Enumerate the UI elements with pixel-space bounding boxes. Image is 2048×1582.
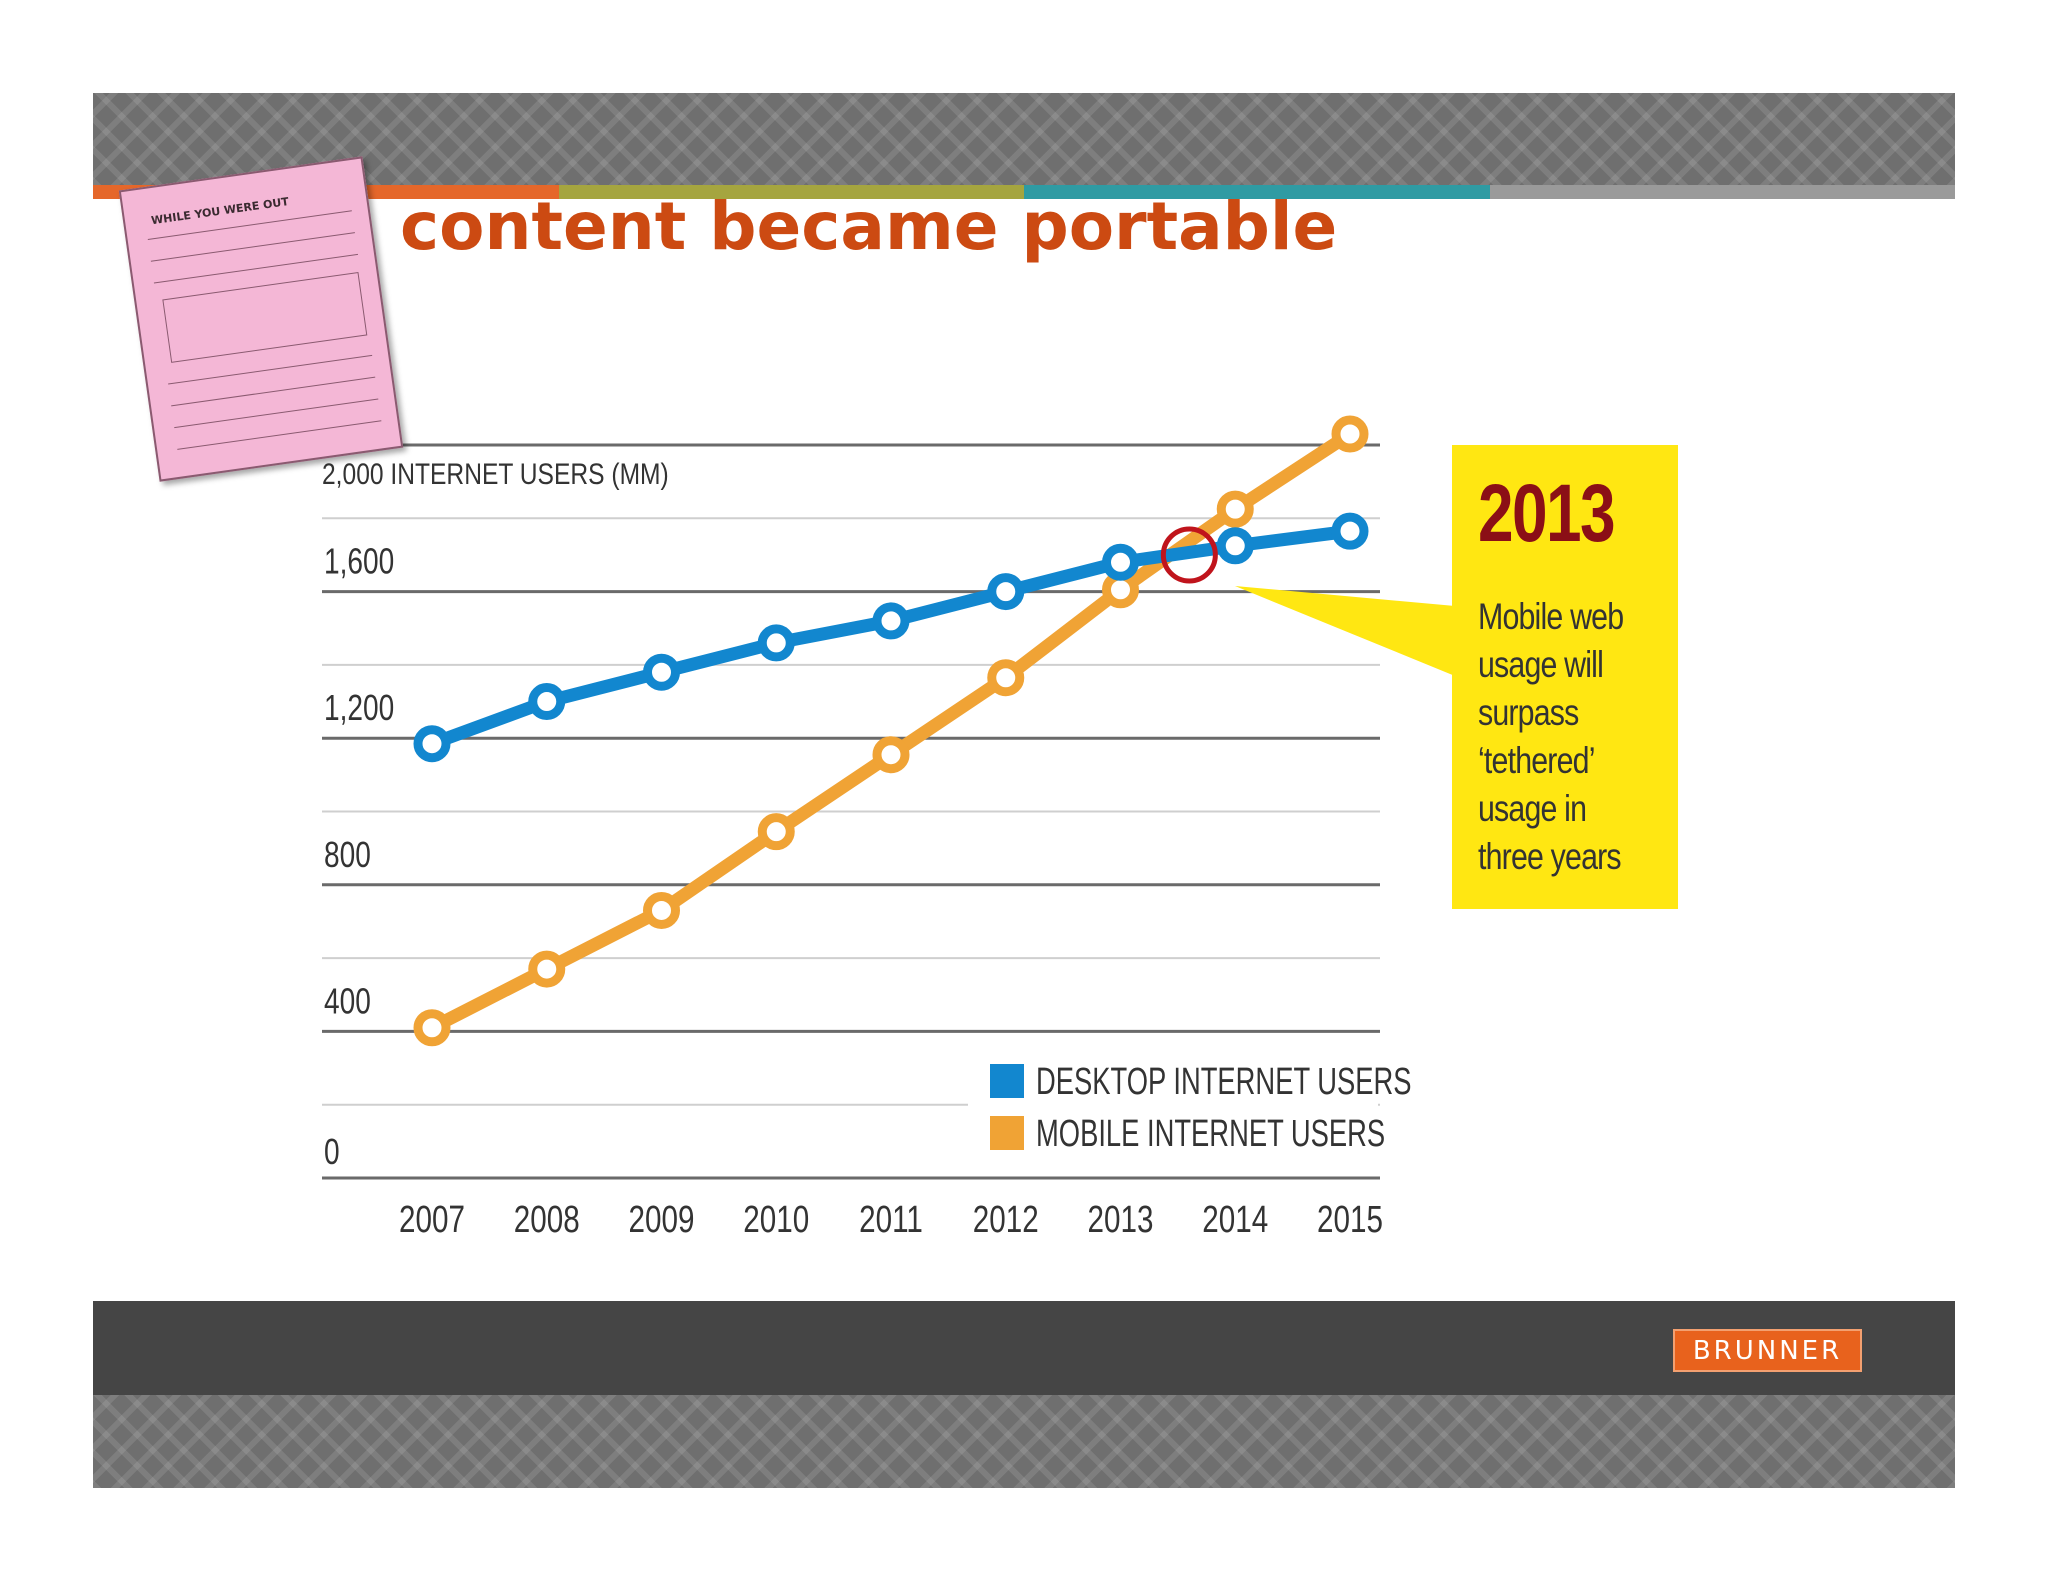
legend-swatch <box>990 1116 1024 1150</box>
x-tick-label: 2011 <box>859 1199 923 1241</box>
y-tick-label: 1,200 <box>324 688 394 728</box>
stripe-teal <box>1024 185 1490 199</box>
note-line <box>150 232 355 262</box>
y-tick-label: 0 <box>324 1132 340 1172</box>
data-point <box>1102 543 1139 581</box>
data-point <box>1216 490 1254 528</box>
x-tick-label: 2012 <box>973 1199 1039 1241</box>
data-point <box>1331 512 1369 550</box>
legend-background <box>968 1050 1378 1160</box>
data-point <box>643 653 680 691</box>
data-point <box>987 573 1025 611</box>
data-point <box>643 891 680 929</box>
data-point <box>413 725 451 763</box>
chart-title: 2,000 INTERNET USERS (MM) <box>322 458 676 492</box>
header-band <box>93 93 1955 185</box>
chart-series <box>413 415 1369 1047</box>
stripe-gray <box>1489 185 1955 199</box>
y-tick-label: 400 <box>324 981 371 1021</box>
data-point <box>757 624 795 662</box>
data-point <box>872 736 910 774</box>
crossover-marker <box>1160 526 1218 584</box>
chart-grid <box>322 443 1380 1180</box>
data-point <box>987 659 1025 697</box>
data-point <box>1331 415 1369 453</box>
legend-label: MOBILE INTERNET USERS <box>1036 1113 1385 1155</box>
note-line <box>168 354 373 385</box>
message-note-image: WHILE YOU WERE OUT <box>118 156 404 482</box>
data-point <box>528 683 566 721</box>
x-tick-label: 2015 <box>1317 1199 1383 1241</box>
y-tick-label: 1,600 <box>324 541 394 581</box>
note-checkbox-grid <box>162 271 368 363</box>
callout-box: 2013 Mobile web usage will surpass ‘teth… <box>1452 445 1678 909</box>
data-point <box>872 602 910 640</box>
series-line <box>425 427 1357 1035</box>
stripe-olive <box>558 185 1024 199</box>
data-point <box>528 950 566 988</box>
y-tick-label: 800 <box>324 834 371 874</box>
note-line <box>174 398 379 429</box>
crossover-circle <box>1160 526 1218 584</box>
brand-logo: BRUNNER <box>1673 1329 1862 1372</box>
note-line <box>171 376 376 407</box>
chart-legend: DESKTOP INTERNET USERS MOBILE INTERNET US… <box>968 1050 1412 1160</box>
x-tick-label: 2007 <box>399 1199 465 1241</box>
y-axis-ticks: 0 400 800 1,200 1,600 <box>324 541 394 1172</box>
data-point <box>1216 527 1254 565</box>
footer-dark-band <box>93 1301 1955 1395</box>
x-tick-label: 2013 <box>1088 1199 1154 1241</box>
legend-label: DESKTOP INTERNET USERS <box>1036 1061 1412 1103</box>
legend-swatch <box>990 1064 1024 1098</box>
x-tick-label: 2010 <box>743 1199 809 1241</box>
x-tick-label: 2009 <box>629 1199 695 1241</box>
callout-year: 2013 <box>1478 468 1616 559</box>
data-point <box>757 813 795 851</box>
slide-title: content became portable <box>400 188 1338 265</box>
data-point <box>413 1009 451 1047</box>
x-tick-label: 2008 <box>514 1199 580 1241</box>
note-line <box>177 420 382 450</box>
footer-band <box>93 1395 1955 1488</box>
x-axis-ticks: 2007 2008 2009 2010 2011 2012 2013 2014 2015 <box>399 1199 1383 1241</box>
x-tick-label: 2014 <box>1202 1199 1268 1241</box>
callout-text: Mobile web usage will surpass ‘tethered’… <box>1478 596 1624 877</box>
